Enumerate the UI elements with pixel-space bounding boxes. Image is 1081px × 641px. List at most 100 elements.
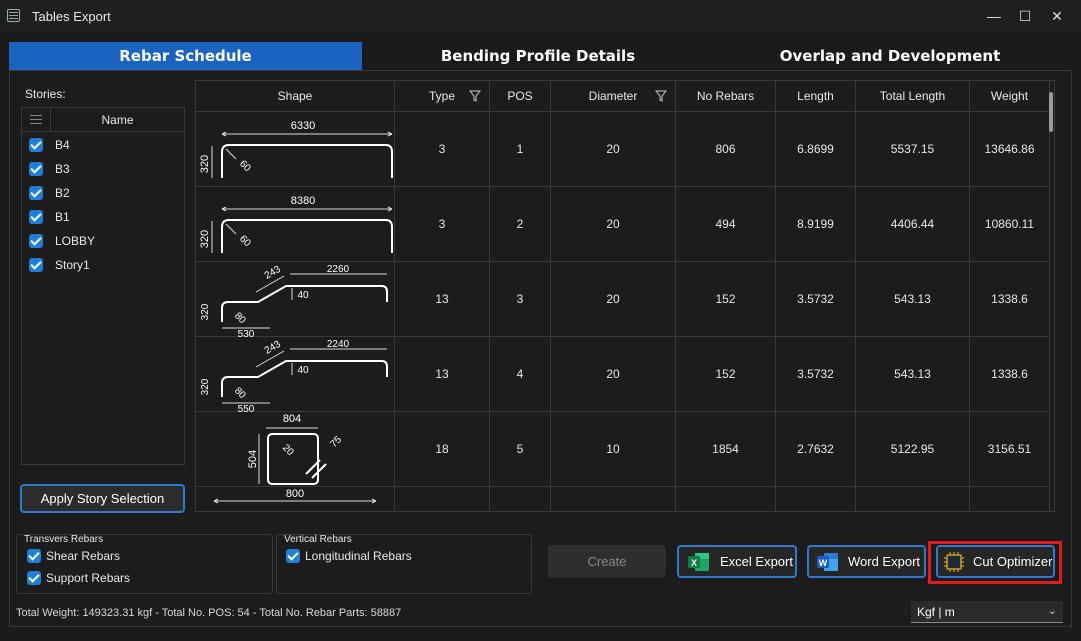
option-label: Support Rebars [46, 571, 131, 585]
unit-select-value: Kgf | m [917, 605, 955, 619]
chip-icon [944, 552, 964, 572]
svg-text:60: 60 [237, 158, 253, 174]
story-name: B3 [55, 162, 70, 176]
cell-total-length: 4406.44 [856, 187, 970, 262]
svg-text:243: 243 [263, 339, 283, 357]
cell-type: 18 [395, 412, 490, 487]
cut-optimizer-button[interactable]: Cut Optimizer [936, 545, 1055, 578]
longitudinal-rebars-checkbox[interactable] [286, 549, 300, 563]
transvers-rebars-group: Transvers Rebars Shear Rebars Support Re… [16, 534, 273, 594]
svg-text:2240: 2240 [327, 339, 350, 350]
stories-header: Name [22, 108, 184, 132]
shear-rebars-checkbox[interactable] [27, 549, 41, 563]
column-header-diameter[interactable]: Diameter [551, 81, 676, 112]
cell-weight: 1338.6 [970, 337, 1050, 412]
title-bar: Tables Export — ☐ ✕ [0, 0, 1081, 32]
group-title: Transvers Rebars [24, 534, 104, 545]
cell-weight: 10860.11 [970, 187, 1050, 262]
excel-icon: X [688, 553, 709, 571]
cell-type: 3 [395, 187, 490, 262]
button-label: Word Export [848, 554, 921, 569]
cell-weight: 3156.51 [970, 412, 1050, 487]
column-header-total-length[interactable]: Total Length [856, 81, 970, 112]
column-header-no-rebars[interactable]: No Rebars [676, 81, 776, 112]
story-checkbox[interactable] [29, 138, 43, 152]
cell-no-rebars: 806 [676, 112, 776, 187]
story-checkbox[interactable] [29, 210, 43, 224]
svg-text:75: 75 [328, 434, 344, 450]
cell-diameter [551, 487, 676, 511]
tab-rebar-schedule[interactable]: Rebar Schedule [9, 42, 362, 70]
excel-export-button[interactable]: X Excel Export [677, 545, 797, 578]
shape-cell: 2260 243 40 320 80 530 [196, 262, 395, 340]
cell-length: 8.9199 [776, 187, 856, 262]
rebar-schedule-table: Shape Type POS Diameter No Rebars Length… [195, 80, 1055, 512]
cell-type: 13 [395, 337, 490, 412]
partial-shape-icon: 800 [213, 488, 377, 504]
tab-bar: Rebar Schedule Bending Profile Details O… [9, 42, 1072, 70]
tab-bending-profile-details[interactable]: Bending Profile Details [440, 47, 636, 65]
status-summary: Total Weight: 149323.31 kgf - Total No. … [16, 607, 402, 619]
column-header-length[interactable]: Length [776, 81, 856, 112]
svg-text:2260: 2260 [327, 264, 350, 275]
cell-length: 3.5732 [776, 262, 856, 337]
u-hook-shape-icon: 6330 320 60 [199, 120, 393, 178]
svg-text:504: 504 [247, 450, 259, 468]
column-header-label: Diameter [588, 89, 638, 103]
story-checkbox[interactable] [29, 258, 43, 272]
create-button[interactable]: Create [548, 545, 666, 578]
story-name: LOBBY [55, 234, 96, 248]
svg-text:320: 320 [199, 155, 211, 173]
stories-name-header[interactable]: Name [101, 113, 134, 127]
svg-text:X: X [691, 558, 697, 568]
cell-diameter: 10 [551, 412, 676, 487]
cell-weight: 1338.6 [970, 262, 1050, 337]
support-rebars-checkbox[interactable] [27, 571, 41, 585]
word-export-button[interactable]: W Word Export [807, 545, 926, 578]
select-all-icon[interactable] [30, 114, 42, 126]
column-header-shape[interactable]: Shape [196, 81, 395, 112]
vertical-rebars-group: Vertical Rebars Longitudinal Rebars [276, 534, 532, 594]
svg-text:60: 60 [237, 233, 253, 249]
story-checkbox[interactable] [29, 162, 43, 176]
svg-text:804: 804 [283, 413, 301, 425]
stirrup-shape-icon: 804 504 20 75 [247, 413, 344, 485]
cell-type [395, 487, 490, 511]
story-name: B1 [55, 210, 70, 224]
tab-overlap-and-development[interactable]: Overlap and Development [779, 47, 1001, 65]
column-header-type[interactable]: Type [395, 81, 490, 112]
column-header-pos[interactable]: POS [490, 81, 551, 112]
filter-icon[interactable] [655, 90, 667, 102]
cell-pos [490, 487, 551, 511]
cell-length: 3.5732 [776, 337, 856, 412]
apply-story-selection-button[interactable]: Apply Story Selection [20, 484, 185, 513]
cell-no-rebars [676, 487, 776, 511]
cell-pos: 3 [490, 262, 551, 337]
crank-shape-icon: 2240 243 40 320 80 550 [200, 339, 388, 415]
story-checkbox[interactable] [29, 186, 43, 200]
svg-text:320: 320 [200, 378, 211, 395]
svg-text:320: 320 [199, 230, 211, 248]
button-label: Excel Export [720, 554, 793, 569]
cell-total-length: 543.13 [856, 262, 970, 337]
shape-cell: 6330 320 60 [196, 112, 395, 187]
maximize-button[interactable]: ☐ [1018, 8, 1032, 24]
cell-pos: 5 [490, 412, 551, 487]
cell-weight: 13646.86 [970, 112, 1050, 187]
unit-select[interactable]: Kgf | m ⌄ [911, 601, 1063, 623]
app-table-icon [7, 9, 20, 22]
stories-label: Stories: [25, 87, 66, 101]
filter-icon[interactable] [469, 90, 481, 102]
minimize-button[interactable]: — [987, 8, 1001, 24]
cell-total-length: 5122.95 [856, 412, 970, 487]
cell-weight [970, 487, 1050, 511]
u-hook-shape-icon: 8380 320 60 [199, 195, 393, 253]
table-scrollbar[interactable] [1049, 92, 1053, 132]
cell-length [776, 487, 856, 511]
close-button[interactable]: ✕ [1051, 8, 1063, 24]
column-header-weight[interactable]: Weight [970, 81, 1050, 112]
story-name: B4 [55, 138, 70, 152]
button-label: Cut Optimizer [973, 554, 1053, 569]
cell-total-length: 5537.15 [856, 112, 970, 187]
story-checkbox[interactable] [29, 234, 43, 248]
